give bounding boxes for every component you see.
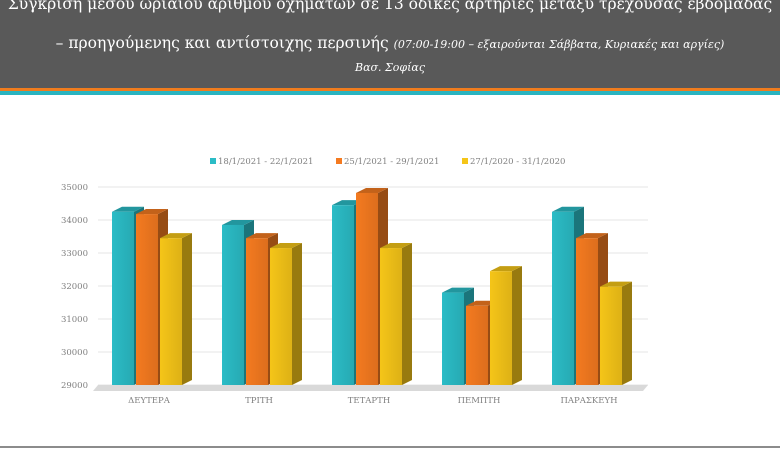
- bar-side: [512, 266, 522, 385]
- legend-swatch: [210, 158, 216, 164]
- footer-divider: [0, 446, 780, 448]
- legend: 18/1/2021 - 22/1/2021 25/1/2021 - 29/1/20…: [210, 157, 565, 167]
- bar-front: [552, 211, 574, 385]
- bar-top: [442, 287, 474, 293]
- x-tick-label: ΤΕΤΑΡΤΗ: [348, 396, 390, 406]
- chart-floor: [93, 385, 648, 391]
- bar-front: [490, 271, 512, 385]
- chart-author: Βασ. Σοφίας: [354, 61, 426, 74]
- y-tick-label: 29000: [61, 381, 88, 391]
- y-tick-label: 32000: [61, 282, 88, 292]
- chart-header: Σύγκριση μέσου ωριαίου αριθμού οχημάτων …: [0, 0, 780, 88]
- bar-front: [160, 238, 182, 385]
- bar-front: [112, 211, 134, 385]
- bar-top: [246, 233, 278, 239]
- bar: [600, 281, 632, 385]
- bar-top: [380, 243, 412, 249]
- legend-swatch: [462, 158, 468, 164]
- legend-label: 18/1/2021 - 22/1/2021: [218, 157, 313, 167]
- bar-front: [136, 214, 158, 385]
- y-tick-label: 31000: [61, 315, 88, 325]
- bar-chart: 29000 30000 31000 32000 33000 34000 35000 ΔΕΥΤ…: [61, 157, 648, 406]
- bar-top: [356, 187, 388, 193]
- bar-top: [490, 266, 522, 272]
- bar-side: [622, 281, 632, 385]
- legend-label: 27/1/2020 - 31/1/2020: [470, 157, 565, 167]
- y-tick-label: 35000: [61, 183, 88, 193]
- legend-label: 25/1/2021 - 29/1/2021: [344, 157, 439, 167]
- chart-title-line2: – προηγούμενης και αντίστοιχης περσινής …: [0, 34, 780, 52]
- chart-title-line1: Σύγκριση μέσου ωριαίου αριθμού οχημάτων …: [7, 0, 773, 13]
- chart-title-line2-main: – προηγούμενης και αντίστοιχης περσινής: [55, 34, 389, 52]
- bar-top: [222, 219, 254, 225]
- bar-top: [160, 233, 192, 239]
- bar-side: [292, 243, 302, 385]
- bar: [380, 243, 412, 385]
- bar-front: [270, 248, 292, 385]
- y-tick-label: 33000: [61, 249, 88, 259]
- bars: [112, 187, 632, 385]
- x-tick-label: ΔΕΥΤΕΡΑ: [128, 396, 171, 406]
- bar: [270, 243, 302, 385]
- bar-top: [600, 281, 632, 287]
- bar-side: [402, 243, 412, 385]
- bar-top: [576, 233, 608, 239]
- header-accent-teal: [0, 91, 780, 95]
- bar-front: [380, 248, 402, 385]
- bar: [490, 266, 522, 385]
- bar-front: [466, 305, 488, 385]
- bar-top: [136, 209, 168, 215]
- bar: [160, 233, 192, 385]
- header-accent-orange: [0, 88, 780, 91]
- bar-front: [576, 238, 598, 385]
- legend-swatch: [336, 158, 342, 164]
- floor-surface: [93, 385, 648, 391]
- x-axis: ΔΕΥΤΕΡΑ ΤΡΙΤΗ ΤΕΤΑΡΤΗ ΠΕΜΠΤΗ ΠΑΡΑΣΚΕΥΗ: [128, 396, 617, 406]
- x-tick-label: ΠΕΜΠΤΗ: [458, 396, 501, 406]
- bar-front: [222, 224, 244, 385]
- bar-front: [246, 238, 268, 385]
- bar-front: [356, 192, 378, 385]
- bar-front: [442, 292, 464, 385]
- x-tick-label: ΠΑΡΑΣΚΕΥΗ: [561, 396, 618, 406]
- x-tick-label: ΤΡΙΤΗ: [245, 396, 273, 406]
- bar-top: [552, 206, 584, 212]
- y-axis: 29000 30000 31000 32000 33000 34000 35000: [61, 183, 88, 391]
- bar-side: [182, 233, 192, 385]
- bar-top: [112, 206, 144, 212]
- bar-front: [600, 286, 622, 385]
- y-tick-label: 30000: [61, 348, 88, 358]
- bar-top: [270, 243, 302, 249]
- bar-front: [332, 205, 354, 385]
- y-tick-label: 34000: [61, 216, 88, 226]
- chart-title-note: (07:00-19:00 – εξαιρούνται Σάββατα, Κυρι…: [393, 38, 725, 51]
